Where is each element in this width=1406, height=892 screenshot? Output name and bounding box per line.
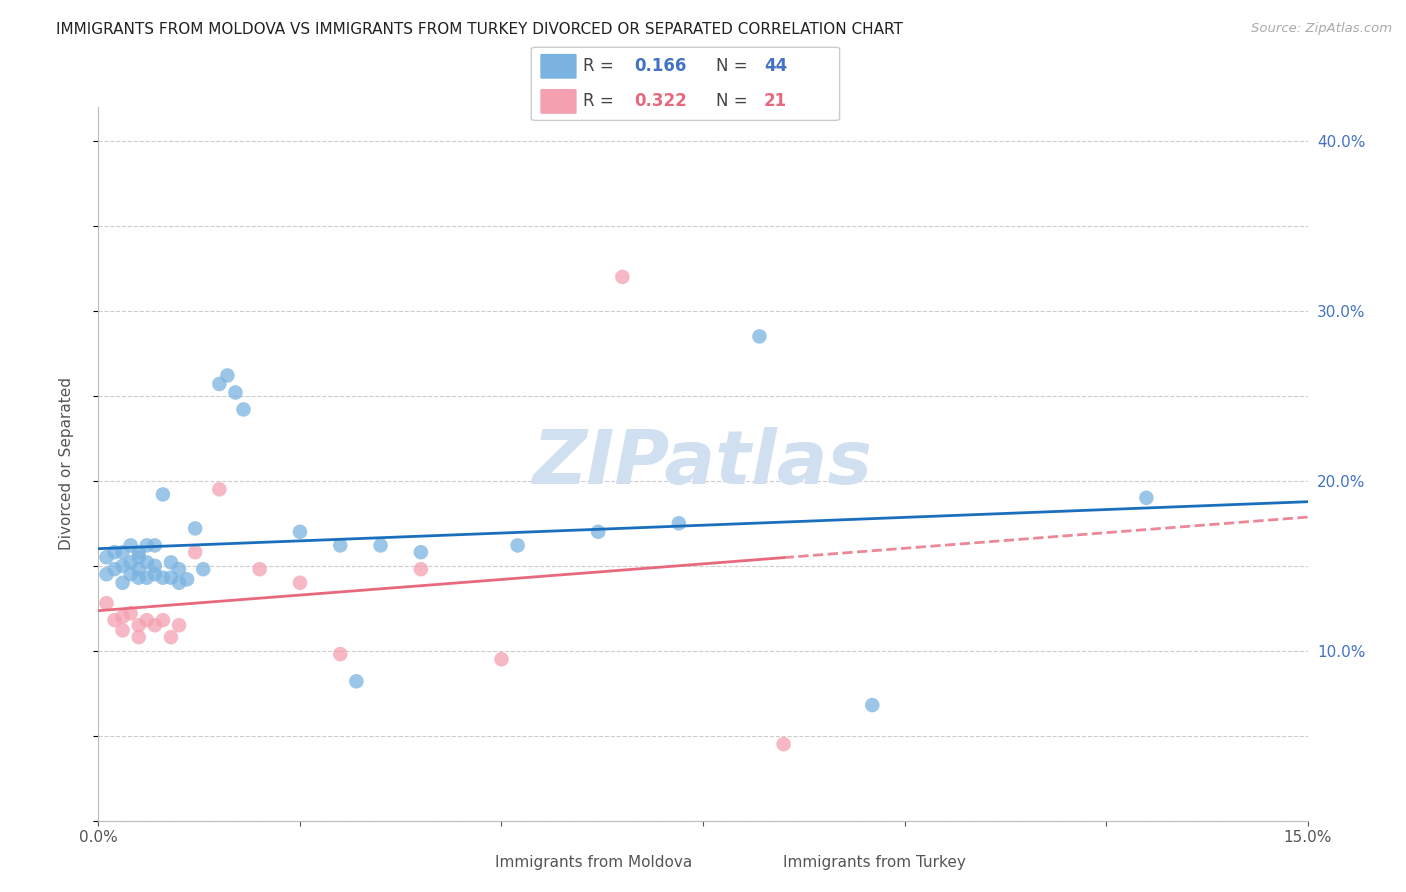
Point [128, 545, 150, 559]
Text: R =: R = [582, 57, 619, 75]
Point [128, 630, 150, 644]
Point [208, 483, 231, 497]
Point [193, 562, 215, 576]
Point [772, 737, 794, 751]
Text: R =: R = [582, 93, 619, 111]
Point [152, 571, 174, 585]
Point [135, 613, 157, 627]
Point [329, 647, 352, 661]
Point [135, 555, 157, 569]
Point [135, 571, 157, 585]
Text: Source: ZipAtlas.com: Source: ZipAtlas.com [1251, 22, 1392, 36]
Point [103, 545, 125, 559]
Point [586, 524, 609, 539]
Point [160, 630, 183, 644]
Point [128, 550, 150, 565]
Point [217, 368, 239, 383]
Point [288, 524, 311, 539]
Point [152, 613, 174, 627]
Point [96, 550, 118, 565]
Point [143, 558, 166, 573]
Point [111, 609, 134, 624]
Point [344, 674, 367, 689]
Point [860, 698, 883, 712]
Point [491, 652, 513, 666]
Y-axis label: Divorced or Separated: Divorced or Separated [59, 377, 75, 550]
Point [409, 545, 432, 559]
Point [128, 571, 150, 585]
Point [167, 618, 190, 632]
Point [160, 555, 183, 569]
Point [748, 329, 770, 343]
Point [506, 538, 529, 552]
Point [143, 618, 166, 632]
Point [224, 385, 246, 400]
Point [111, 545, 134, 559]
Point [167, 562, 190, 576]
Point [232, 402, 254, 417]
Point [184, 545, 207, 559]
Point [128, 562, 150, 576]
Point [120, 567, 142, 582]
FancyBboxPatch shape [540, 89, 576, 114]
Point [249, 562, 271, 576]
Text: ZIPatlas: ZIPatlas [533, 427, 873, 500]
Point [160, 571, 183, 585]
Point [152, 487, 174, 501]
Text: 0.166: 0.166 [634, 57, 686, 75]
Point [184, 521, 207, 535]
Point [111, 558, 134, 573]
Text: 21: 21 [763, 93, 787, 111]
Point [329, 538, 352, 552]
FancyBboxPatch shape [540, 54, 576, 78]
Point [1135, 491, 1157, 505]
Point [288, 575, 311, 590]
Text: 44: 44 [763, 57, 787, 75]
Point [103, 613, 125, 627]
Text: Immigrants from Moldova: Immigrants from Moldova [495, 855, 692, 870]
Point [176, 573, 198, 587]
Point [96, 596, 118, 610]
Point [143, 567, 166, 582]
FancyBboxPatch shape [531, 47, 839, 120]
Point [111, 575, 134, 590]
Point [409, 562, 432, 576]
Point [120, 555, 142, 569]
Point [103, 562, 125, 576]
Point [120, 538, 142, 552]
Point [96, 567, 118, 582]
Point [167, 575, 190, 590]
Text: Immigrants from Turkey: Immigrants from Turkey [783, 855, 966, 870]
Point [111, 624, 134, 638]
Text: N =: N = [716, 57, 752, 75]
Point [128, 618, 150, 632]
Point [668, 516, 690, 531]
Point [120, 607, 142, 621]
Point [612, 269, 634, 284]
Text: 0.322: 0.322 [634, 93, 686, 111]
Point [143, 538, 166, 552]
Point [370, 538, 392, 552]
Text: N =: N = [716, 93, 752, 111]
Point [208, 376, 231, 391]
Text: IMMIGRANTS FROM MOLDOVA VS IMMIGRANTS FROM TURKEY DIVORCED OR SEPARATED CORRELAT: IMMIGRANTS FROM MOLDOVA VS IMMIGRANTS FR… [56, 22, 903, 37]
Point [135, 538, 157, 552]
